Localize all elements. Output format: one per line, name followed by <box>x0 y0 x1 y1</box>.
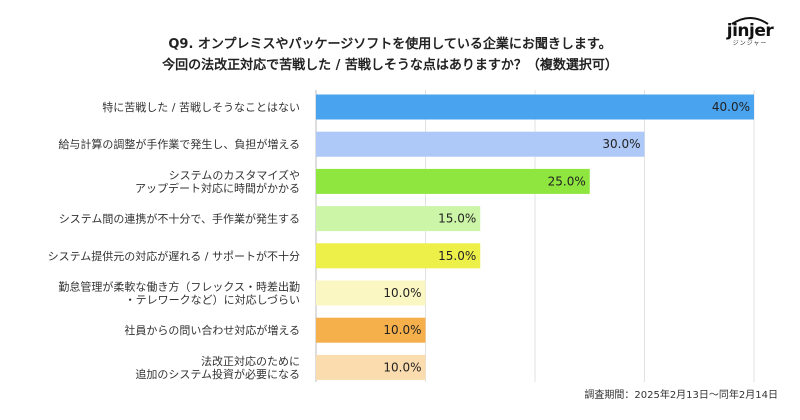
bar <box>316 280 426 306</box>
logo-arc-icon <box>731 17 769 25</box>
category-label: アップデート対応に時間がかかる <box>135 181 300 195</box>
logo-subtext: ジンジャー <box>732 40 768 47</box>
bar <box>316 94 754 120</box>
value-label: 30.0% <box>602 137 640 151</box>
category-labels: 特に苦戦した / 苦戦しそうなことはない給与計算の調整が手作業で発生し、負担が増… <box>48 100 300 381</box>
bar <box>316 168 590 194</box>
value-label: 10.0% <box>383 323 421 337</box>
value-label: 15.0% <box>438 212 476 226</box>
value-label: 10.0% <box>383 286 421 300</box>
category-label: 特に苦戦した / 苦戦しそうなことはない <box>102 100 300 114</box>
survey-period-note: 調査期間：2025年2月13日〜同年2月14日 <box>584 390 778 401</box>
category-label: システム提供元の対応が遅れる / サポートが不十分 <box>48 249 300 263</box>
chart-title: Q9. オンプレミスやパッケージソフトを使用している企業にお聞きします。 今回の… <box>120 34 660 76</box>
bar <box>316 206 481 232</box>
jinjer-logo: jinjer ジンジャー <box>722 17 778 48</box>
bar <box>316 317 426 343</box>
category-label: 勤怠管理が柔軟な働き方（フレックス・時差出勤 <box>58 280 300 294</box>
bars <box>316 94 754 380</box>
category-label: 給与計算の調整が手作業で発生し、負担が増える <box>58 137 300 151</box>
category-label: システムのカスタマイズや <box>169 168 300 182</box>
bar <box>316 354 426 380</box>
title-line-1: Q9. オンプレミスやパッケージソフトを使用している企業にお聞きします。 <box>168 37 612 52</box>
category-label: 法改正対応のために <box>201 354 300 368</box>
category-label: ・テレワークなど）に対応しづらい <box>125 293 300 307</box>
value-labels: 40.0% 30.0% 25.0% 15.0% 15.0% 10.0% 10.0% 10.0% <box>383 100 750 374</box>
title-line-2: 今回の法改正対応で苦戦した / 苦戦しそうな点はありますか？（複数選択可） <box>162 58 618 73</box>
bar <box>316 131 645 157</box>
category-label: 社員からの問い合わせ対応が増える <box>124 323 300 337</box>
value-label: 15.0% <box>438 249 476 263</box>
value-label: 10.0% <box>383 360 421 374</box>
category-label: 追加のシステム投資が必要になる <box>135 367 300 381</box>
bar <box>316 243 481 269</box>
value-label: 25.0% <box>548 174 586 188</box>
category-label: システム間の連携が不十分で、手作業が発生する <box>59 212 300 226</box>
value-label: 40.0% <box>712 100 750 114</box>
logo-wordmark: jinjer <box>726 21 774 41</box>
